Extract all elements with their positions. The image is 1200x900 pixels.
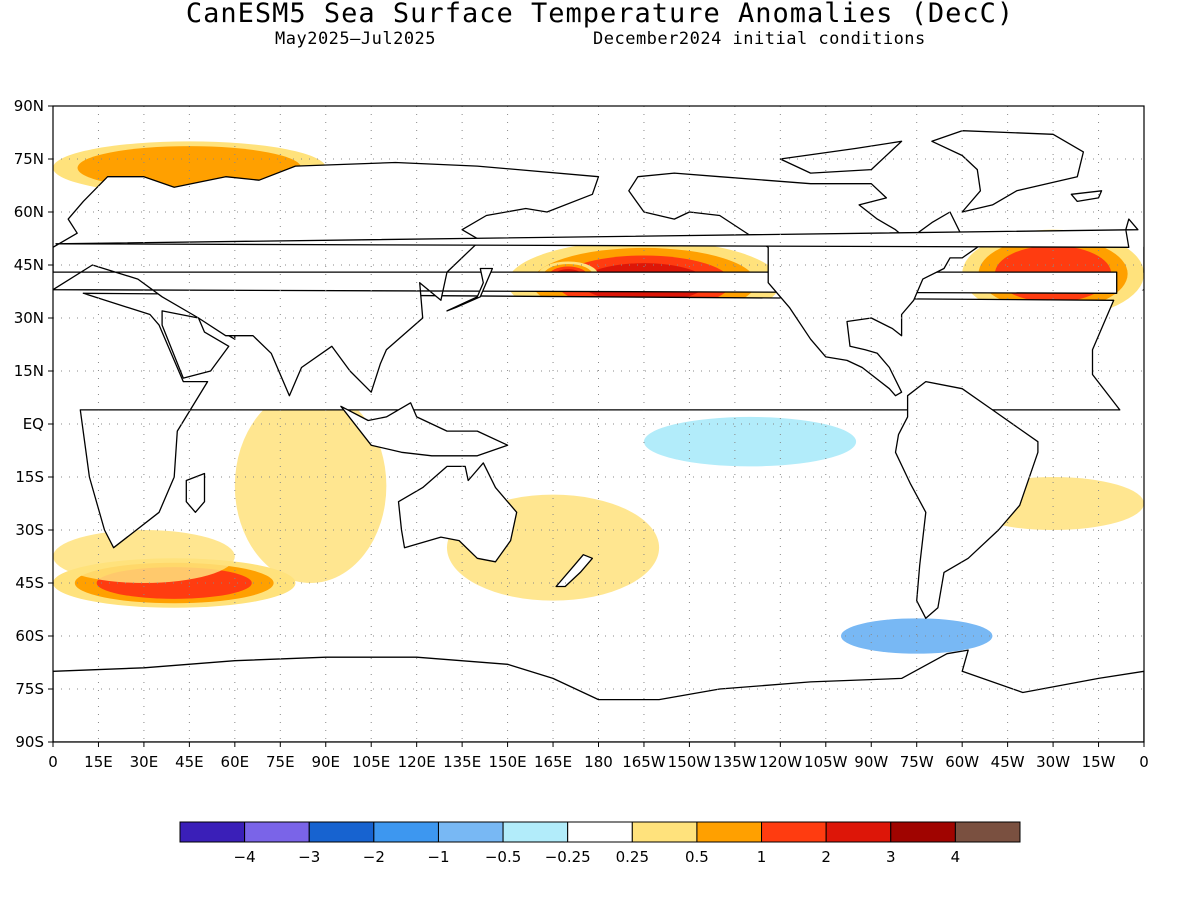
lon-label: 0 <box>48 753 58 771</box>
legend-label: −1 <box>427 848 449 866</box>
legend-swatch <box>437 821 504 843</box>
anomaly-weak-warm <box>53 530 235 583</box>
lon-label: 120E <box>398 753 436 771</box>
legend-swatch <box>244 821 310 843</box>
landmass-borneo-indonesia <box>340 402 509 457</box>
initial-conditions: December2024 initial conditions <box>593 29 926 49</box>
landmass-greenland <box>931 130 1085 213</box>
legend-swatch <box>502 821 569 843</box>
legend-swatch <box>567 821 633 843</box>
lat-label: 45N <box>14 256 44 274</box>
land-masses <box>53 130 1200 742</box>
landmass-australia <box>397 462 518 563</box>
lon-label: 90W <box>854 753 888 771</box>
legend-label: −3 <box>298 848 320 866</box>
legend-swatch <box>696 821 763 843</box>
lat-label: 15N <box>14 362 44 380</box>
anomaly-equatorial-pacific-cool <box>643 416 857 467</box>
lon-label: 180 <box>584 753 613 771</box>
legend-label: −4 <box>234 848 256 866</box>
lon-label: 30E <box>130 753 159 771</box>
lon-label: 135W <box>713 753 757 771</box>
landmass-arctic-islands <box>779 140 903 174</box>
lon-label: 30W <box>1036 753 1070 771</box>
forecast-period: May2025–Jul2025 <box>275 29 437 49</box>
landmass-eurasia-wrap <box>1141 246 1144 291</box>
landmass-south-america <box>894 380 1039 619</box>
legend-swatch <box>890 821 956 843</box>
map-title: CanESM5 Sea Surface Temperature Anomalie… <box>185 0 1015 29</box>
landmass-uk-wrap <box>1147 219 1200 247</box>
lon-label: 45E <box>175 753 204 771</box>
color-legend: −4 −3 −2 −1 −0.5 −0.25 0.25 0.5 1 2 3 4 <box>179 821 1021 866</box>
lat-label: 90N <box>14 97 44 115</box>
legend-swatch <box>954 821 1021 843</box>
lon-label: 45W <box>991 753 1025 771</box>
lon-label: 165E <box>534 753 572 771</box>
lon-label: 105W <box>804 753 848 771</box>
lat-label: 30S <box>15 521 44 539</box>
lat-label: 60N <box>14 203 44 221</box>
landmass-new-zealand <box>555 554 594 588</box>
anomaly-southern-ocean-cool <box>840 618 993 654</box>
landmass-arabia <box>161 310 230 379</box>
lon-label: 105E <box>352 753 390 771</box>
lon-label: 90E <box>311 753 340 771</box>
legend-swatch <box>373 821 439 843</box>
landmass-japan <box>446 267 494 312</box>
landmass-africa-wrap <box>1171 293 1200 547</box>
lon-label: 0 <box>1139 753 1149 771</box>
lon-label: 60E <box>221 753 250 771</box>
lon-label: 15E <box>84 753 113 771</box>
anomaly-weak-warm <box>234 388 387 583</box>
lon-label: 60W <box>945 753 979 771</box>
lon-label: 165W <box>622 753 666 771</box>
landmass-iceland <box>1070 190 1103 203</box>
landmass-madagascar <box>185 472 206 513</box>
legend-label: 2 <box>821 848 831 866</box>
lat-label: 75S <box>15 680 44 698</box>
lat-label: 45S <box>15 574 44 592</box>
lat-label: 90S <box>15 733 44 751</box>
lon-label: 150E <box>489 753 527 771</box>
legend-label: −0.5 <box>485 848 521 866</box>
lon-label: 135E <box>443 753 481 771</box>
lon-label: 150W <box>668 753 712 771</box>
legend-label: 0.5 <box>685 848 709 866</box>
landmass-antarctica <box>53 649 1144 742</box>
lat-label: 75N <box>14 150 44 168</box>
legend-swatch <box>179 821 246 843</box>
legend-swatch <box>761 821 827 843</box>
lat-label: 15S <box>15 468 44 486</box>
landmass-eurasia <box>53 161 1118 397</box>
lon-label: 120W <box>759 753 803 771</box>
legend-label: 0.25 <box>616 848 649 866</box>
landmass-uk <box>55 218 1139 248</box>
legend-label: 3 <box>886 848 896 866</box>
lon-label: 75E <box>266 753 295 771</box>
landmass-india-sea-cut <box>228 335 236 340</box>
legend-label: −0.25 <box>545 848 591 866</box>
landmass-north-america <box>628 172 978 397</box>
lat-label: 60S <box>15 627 44 645</box>
legend-label: −2 <box>363 848 385 866</box>
latitude-axis: 90N 75N 60N 45N 30N 15N EQ 15S 30S 45S 60S 75S 90S <box>14 97 53 751</box>
legend-swatch <box>631 821 698 843</box>
lat-label: EQ <box>23 415 44 433</box>
legend-label: 1 <box>757 848 767 866</box>
lon-label: 75W <box>900 753 934 771</box>
lon-label: 15W <box>1082 753 1116 771</box>
longitude-axis: 0 15E 30E 45E 60E 75E 90E 105E 120E 135E 150E 165E 1… <box>48 742 1149 771</box>
lat-label: 30N <box>14 309 44 327</box>
legend-label: 4 <box>951 848 961 866</box>
legend-swatch <box>308 821 375 843</box>
legend-swatch <box>825 821 892 843</box>
